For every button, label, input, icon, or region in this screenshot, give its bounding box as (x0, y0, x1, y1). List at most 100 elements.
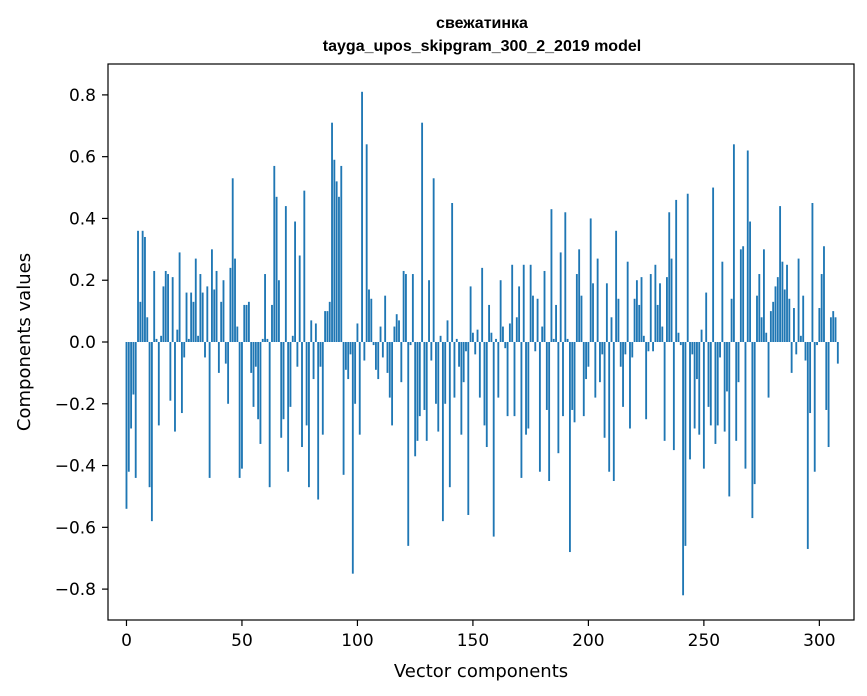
bar-154 (481, 267, 484, 342)
bar-52 (245, 304, 248, 342)
bar-31 (197, 335, 199, 342)
bar-229 (654, 264, 657, 342)
bar-252 (707, 342, 710, 407)
bar-239 (677, 332, 680, 342)
bar-283 (779, 206, 782, 342)
bar-94 (342, 342, 345, 475)
bar-151 (474, 342, 477, 355)
bar-270 (749, 221, 751, 342)
bar-149 (469, 286, 472, 342)
bar-203 (594, 342, 597, 398)
bar-246 (693, 342, 696, 429)
bar-215 (622, 342, 624, 407)
bar-165 (506, 342, 509, 417)
bar-243 (686, 193, 689, 342)
bar-277 (765, 332, 768, 342)
bar-164 (504, 342, 507, 349)
bar-61 (266, 338, 269, 342)
bar-282 (776, 277, 779, 342)
bar-194 (573, 342, 576, 423)
bar-166 (508, 323, 511, 342)
bar-242 (684, 342, 687, 546)
bar-91 (335, 181, 338, 342)
bar-143 (455, 338, 458, 342)
bar-224 (642, 335, 645, 342)
bar-202 (592, 283, 594, 342)
bar-269 (746, 150, 749, 342)
bar-167 (511, 264, 514, 342)
bar-189 (562, 342, 564, 417)
bar-44 (227, 342, 230, 404)
bar-21 (174, 342, 176, 432)
bar-35 (206, 286, 209, 342)
bar-254 (712, 187, 715, 342)
bar-300 (818, 308, 821, 342)
bar-257 (719, 342, 721, 358)
bar-271 (751, 342, 754, 519)
bar-79 (308, 342, 310, 488)
bar-141 (451, 203, 454, 342)
bar-6 (139, 301, 142, 342)
bar-130 (425, 342, 428, 441)
bar-231 (659, 283, 661, 342)
bar-96 (347, 342, 350, 380)
bar-153 (478, 342, 481, 398)
bar-45 (229, 267, 232, 342)
bar-233 (663, 342, 666, 441)
bar-136 (439, 335, 442, 342)
bar-26 (185, 292, 188, 342)
bar-17 (164, 270, 167, 342)
x-tick-label-200: 200 (572, 631, 604, 651)
bar-53 (247, 301, 250, 342)
bar-117 (395, 314, 398, 342)
bar-92 (338, 196, 340, 342)
bar-114 (388, 342, 391, 398)
bar-240 (679, 342, 682, 346)
bar-223 (640, 277, 643, 342)
bar-24 (180, 342, 183, 414)
bar-116 (393, 326, 396, 342)
bar-77 (303, 190, 306, 342)
bar-121 (405, 274, 407, 342)
bar-71 (289, 342, 292, 407)
bar-193 (571, 342, 574, 410)
bar-29 (192, 301, 195, 342)
bar-159 (492, 342, 495, 537)
bar-190 (564, 212, 567, 342)
bar-260 (726, 342, 728, 392)
bar-245 (691, 342, 694, 355)
bar-302 (823, 246, 825, 342)
bar-290 (795, 342, 798, 355)
bar-72 (291, 335, 294, 342)
bar-144 (458, 342, 460, 367)
bar-2 (130, 342, 133, 429)
bar-101 (358, 342, 361, 435)
bar-1 (127, 342, 130, 472)
bar-299 (816, 342, 818, 346)
bar-8 (144, 236, 146, 342)
bar-138 (444, 342, 447, 404)
bar-67 (280, 342, 283, 438)
bar-236 (670, 258, 673, 342)
bar-84 (319, 342, 322, 367)
y-axis-label: Components values (14, 253, 35, 431)
bar-89 (331, 122, 333, 342)
chart-title-line1: свежатинка (436, 15, 528, 32)
bar-157 (488, 304, 491, 342)
bar-0 (125, 342, 128, 509)
bar-281 (774, 286, 777, 342)
bar-272 (753, 342, 756, 485)
bar-308 (836, 342, 839, 364)
bar-170 (518, 286, 521, 342)
bar-156 (485, 342, 488, 448)
bar-137 (441, 342, 444, 522)
bar-102 (361, 91, 363, 342)
bar-198 (582, 342, 585, 417)
bar-126 (416, 342, 419, 441)
bar-99 (354, 342, 357, 404)
bar-64 (273, 165, 276, 342)
bar-197 (580, 295, 583, 342)
y-tick-label-1: 0.6 (69, 148, 96, 168)
bar-182 (545, 342, 548, 410)
